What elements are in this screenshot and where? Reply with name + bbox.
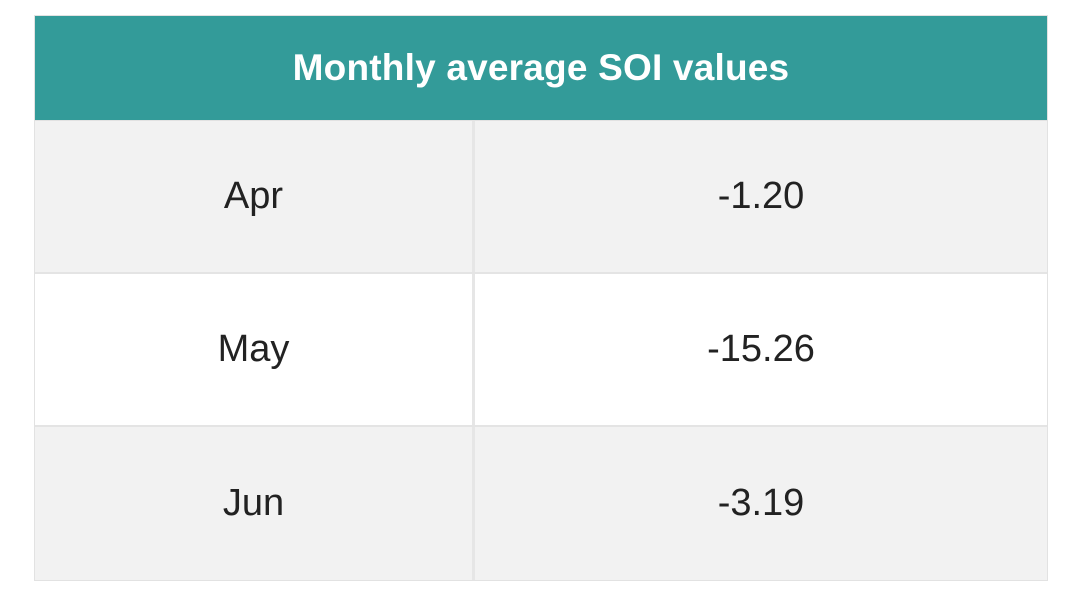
value-cell: -3.19 [717, 482, 805, 524]
table-row: Jun -3.19 [35, 427, 1047, 581]
table-row: Apr -1.20 [35, 121, 1047, 274]
value-cell: -15.26 [707, 328, 815, 370]
table-row: May -15.26 [35, 274, 1047, 427]
month-cell: Apr [35, 121, 475, 272]
value-cell: -1.20 [717, 175, 805, 217]
table-title: Monthly average SOI values [35, 16, 1047, 121]
soi-table: Monthly average SOI values Apr -1.20 May… [34, 15, 1048, 581]
month-cell: May [35, 274, 475, 425]
month-cell: Jun [35, 427, 475, 580]
